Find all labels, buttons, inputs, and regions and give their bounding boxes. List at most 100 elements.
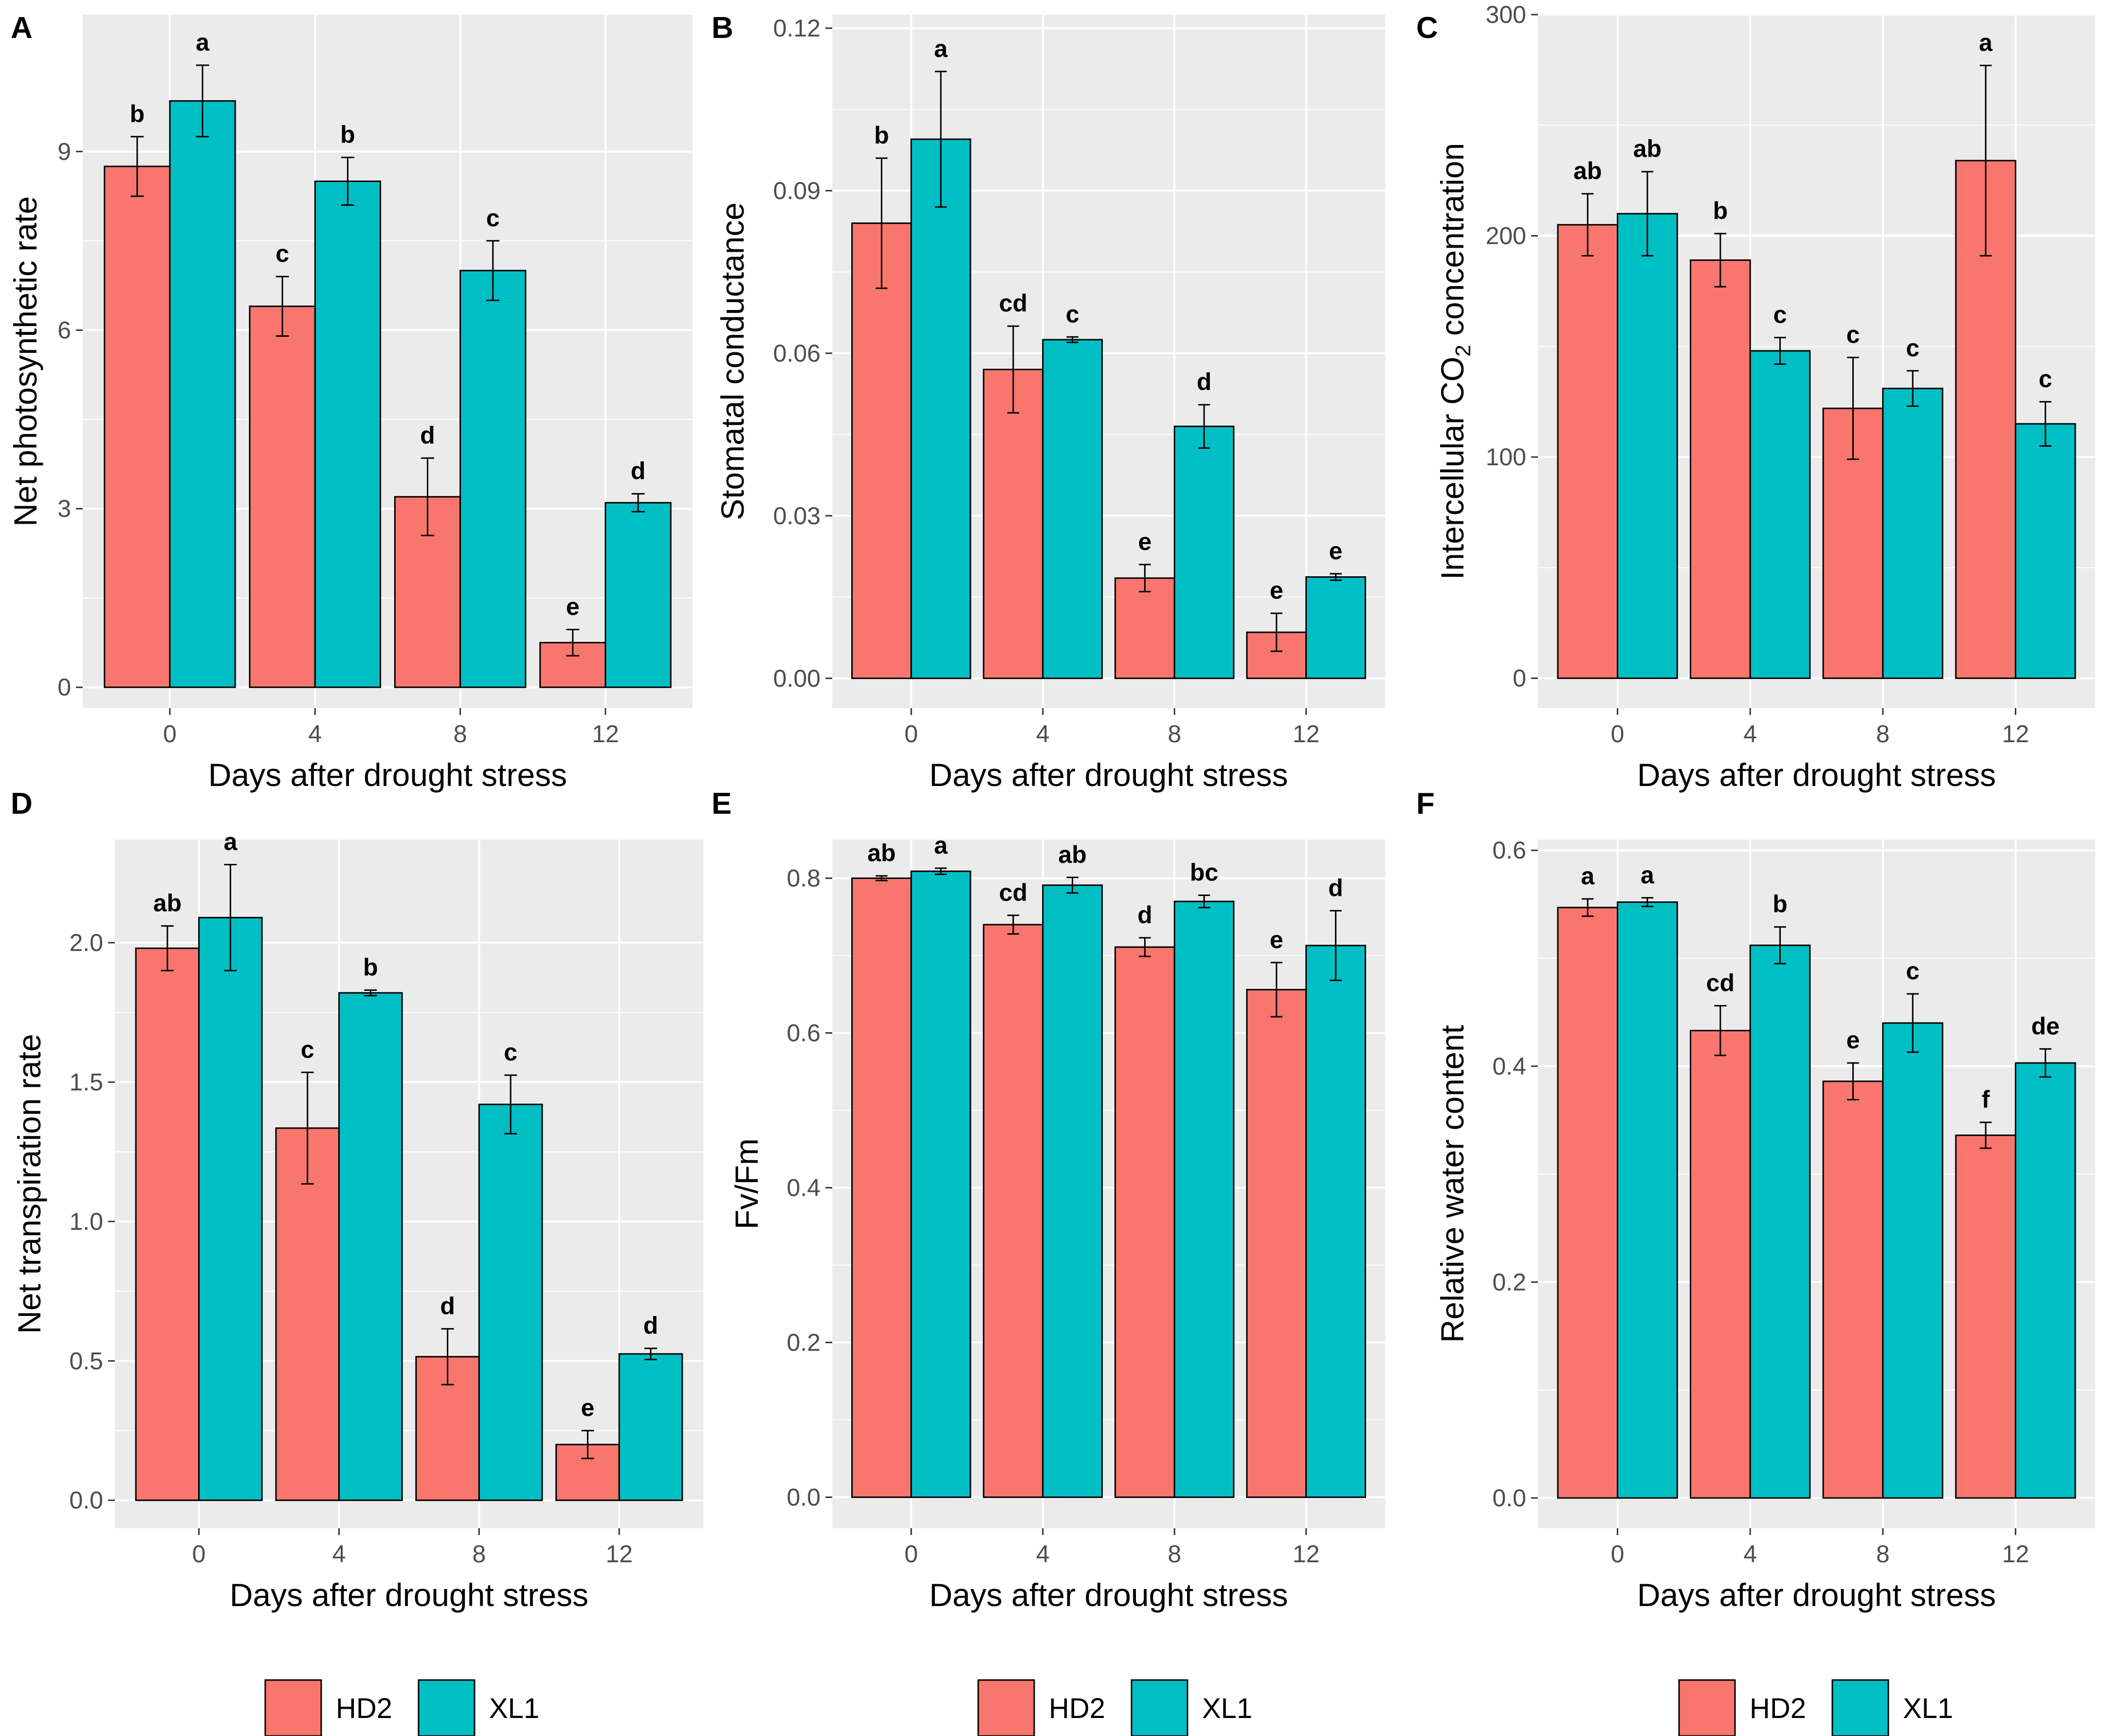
y-tick-label: 0.03 — [773, 502, 821, 530]
bar-xl1-day-8 — [1173, 900, 1235, 1498]
error-bar — [1139, 937, 1151, 957]
bar-xl1-day-4 — [314, 180, 382, 688]
significance-label: ab — [1573, 157, 1602, 184]
significance-label: a — [1641, 861, 1655, 889]
bar-xl1-day-0 — [169, 100, 236, 688]
significance-label: b — [874, 122, 889, 149]
bar-xl1-day-12 — [1305, 945, 1366, 1498]
significance-label: b — [363, 953, 378, 981]
error-bar — [1066, 336, 1078, 344]
bar-hd2-day-0 — [851, 877, 912, 1498]
x-tick-label: 12 — [2002, 1540, 2029, 1568]
bar-hd2-day-0 — [1557, 907, 1619, 1499]
error-bar — [1774, 337, 1786, 365]
significance-label: b — [1772, 891, 1788, 918]
significance-label: c — [1846, 321, 1860, 348]
y-axis-title: Fv/Fm — [729, 1138, 765, 1229]
x-tick-label: 0 — [904, 1540, 918, 1568]
significance-label: ab — [153, 890, 182, 917]
y-tick-label: 3 — [57, 495, 71, 522]
error-bar — [934, 71, 947, 208]
significance-label: a — [934, 832, 948, 859]
bar-hd2-day-4 — [249, 305, 316, 688]
panel-letter: D — [11, 787, 33, 821]
x-tick-label: 12 — [592, 720, 619, 748]
error-bar — [934, 867, 947, 876]
x-tick-label: 8 — [473, 1540, 486, 1568]
error-bar — [2039, 1048, 2052, 1078]
significance-label: c — [301, 1036, 314, 1063]
y-axis-title: Net transpiration rate — [11, 1034, 47, 1334]
y-tick-label: 0.0 — [786, 1483, 821, 1511]
y-tick-label: 0.6 — [786, 1019, 821, 1046]
significance-label: d — [420, 421, 435, 449]
x-tick-label: 0 — [192, 1540, 206, 1568]
error-bar — [1330, 573, 1342, 581]
significance-label: d — [440, 1292, 455, 1319]
x-tick-label: 8 — [1876, 720, 1890, 748]
x-axis-title: Days after drought stress — [208, 757, 567, 793]
x-axis-title: Days after drought stress — [230, 1577, 588, 1613]
y-tick-label: 1.5 — [69, 1068, 103, 1096]
error-bar — [1330, 910, 1342, 981]
significance-label: a — [196, 29, 210, 56]
x-axis-title: Days after drought stress — [1637, 757, 1996, 793]
y-tick-label: 200 — [1486, 222, 1526, 250]
x-tick-label: 12 — [605, 1540, 633, 1568]
error-bar — [301, 1071, 314, 1185]
bar-hd2-day-0 — [851, 222, 912, 679]
x-tick-label: 4 — [1036, 720, 1050, 748]
legend: HD2 XL1 — [264, 1679, 539, 1736]
error-bar — [421, 457, 434, 536]
x-tick-label: 4 — [1743, 720, 1757, 748]
x-tick-label: 12 — [2002, 720, 2029, 748]
x-tick-label: 8 — [1876, 1540, 1890, 1568]
bar-xl1-day-4 — [1749, 944, 1811, 1499]
legend-label-hd2: HD2 — [336, 1693, 392, 1724]
significance-label: cd — [999, 290, 1027, 317]
significance-label: f — [1982, 1086, 1990, 1113]
significance-label: e — [566, 593, 580, 621]
bar-xl1-day-4 — [1042, 339, 1103, 679]
y-tick-label: 0.6 — [1492, 837, 1526, 864]
y-tick-label: 100 — [1486, 443, 1526, 471]
significance-label: c — [2039, 365, 2052, 392]
x-tick-label: 0 — [1611, 720, 1625, 748]
panel-letter: F — [1416, 787, 1435, 821]
significance-label: a — [934, 35, 948, 62]
bar-xl1-day-0 — [910, 138, 971, 679]
x-tick-label: 12 — [1293, 1540, 1320, 1568]
bar-xl1-day-12 — [2014, 1062, 2076, 1499]
significance-label: d — [1197, 368, 1212, 396]
bar-xl1-day-8 — [1882, 1022, 1943, 1499]
error-bar — [1714, 233, 1727, 288]
legend-label-xl1: XL1 — [489, 1693, 539, 1724]
bar-hd2-day-4 — [1690, 259, 1751, 679]
y-tick-label: 6 — [57, 316, 71, 344]
x-tick-label: 0 — [163, 720, 177, 748]
significance-label: a — [224, 828, 238, 856]
error-bar — [2039, 401, 2052, 447]
y-axis-title: Relative water content — [1434, 1025, 1470, 1343]
x-axis-title: Days after drought stress — [1637, 1577, 1996, 1613]
bar-hd2-day-4 — [275, 1127, 340, 1501]
significance-label: e — [1329, 537, 1343, 565]
error-bar — [1270, 612, 1283, 652]
error-bar — [1581, 193, 1594, 256]
error-bar — [876, 875, 888, 881]
error-bar — [1007, 914, 1020, 935]
significance-label: d — [643, 1312, 658, 1339]
error-bar — [1641, 897, 1654, 908]
legend-key-hd2 — [977, 1679, 1035, 1736]
x-axis-title: Days after drought stress — [929, 1577, 1288, 1613]
error-bar — [1906, 993, 1919, 1053]
y-tick-label: 0.8 — [786, 864, 821, 892]
significance-label: cd — [1706, 969, 1735, 997]
bar-hd2-day-0 — [104, 165, 171, 688]
significance-label: b — [340, 121, 355, 148]
error-bar — [224, 864, 237, 971]
significance-label: b — [1713, 197, 1728, 224]
